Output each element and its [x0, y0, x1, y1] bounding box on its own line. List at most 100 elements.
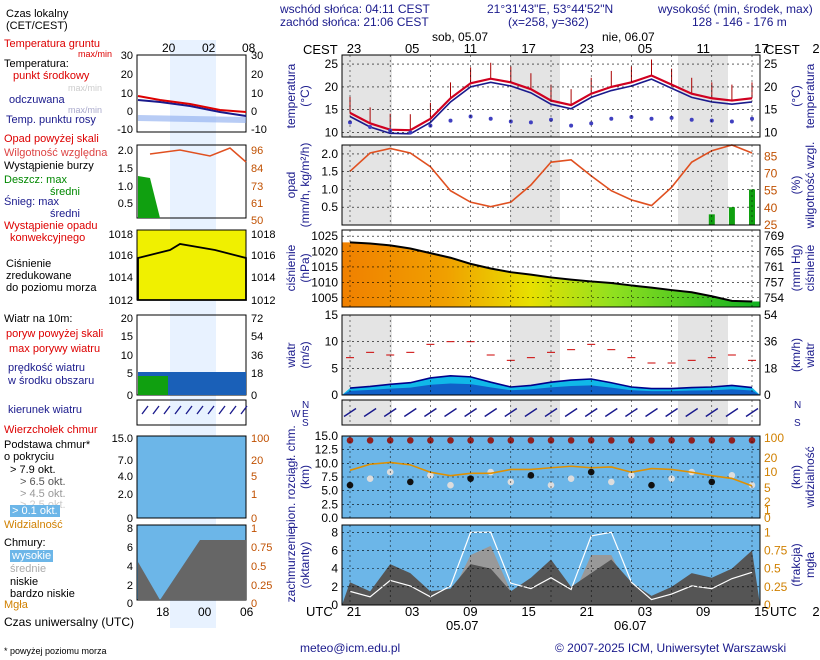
legend-tick-left: 1012: [109, 295, 133, 307]
legend-frame-dir: [136, 399, 247, 426]
legend-tick-left: 8: [127, 523, 133, 535]
legend-tick-right: -10: [251, 124, 267, 136]
cloud-top-dot: [648, 437, 655, 444]
bottom-hour-label: 21: [347, 604, 361, 619]
axis-wind-left: wiatr: [284, 342, 298, 368]
cloud-top-dot: [708, 437, 716, 444]
axis-wind-left-unit: (m/s): [298, 341, 312, 368]
axis-humidity-right: wilgotność wzgl.: [803, 142, 817, 230]
legend-tick-left: 15.0: [112, 433, 133, 445]
wind-direction-arrow: [604, 407, 618, 418]
top-hour-label: 23: [347, 41, 361, 56]
legend-utc-hour: 00: [198, 605, 212, 619]
dew-point-dot: [750, 116, 754, 121]
cloud-base-dot: [467, 475, 474, 482]
day2-label: nie, 06.07: [602, 30, 655, 44]
wind-tick-right: 54: [764, 308, 778, 322]
top-hour-label: 05: [638, 41, 652, 56]
cloud-base-dot: [407, 478, 414, 486]
dew-point-dot: [488, 116, 493, 121]
cloud-base-dot: [527, 472, 535, 479]
wind-tick-right: 0: [764, 388, 771, 402]
panel-frame-cloud: [341, 435, 761, 519]
dew-point-dot: [669, 115, 674, 120]
legend-fog: Mgła: [4, 599, 28, 611]
sunrise-text: wschód słońca: 04:11 CEST: [280, 2, 430, 16]
legend-wind-dir: kierunek wiatru: [8, 404, 82, 416]
legend-gust-max: max porywy wiatru: [9, 343, 101, 355]
legend-gust-above: poryw powyżej skali: [6, 328, 104, 340]
compass-s: S: [302, 418, 309, 429]
legend-okt65: > 6.5 okt.: [20, 476, 66, 488]
legend-storm: Wystąpienie burzy: [4, 160, 94, 172]
legend-tick-left: 1014: [109, 272, 133, 284]
email-link[interactable]: meteo@icm.edu.pl: [300, 641, 401, 655]
legend-mini-pressure: [137, 243, 247, 301]
cloud-base-dot: [346, 481, 354, 489]
axis-precip-left: opad: [284, 172, 298, 199]
legend-mini-wind-arrow: [174, 405, 182, 415]
legend-snow-mid: średni: [50, 208, 80, 220]
cloud-top-dot: [467, 437, 474, 444]
legend-pressure-fill: [137, 230, 246, 300]
legend-rain-mid: średni: [50, 186, 80, 198]
legend-tick-right: 10: [251, 88, 263, 100]
temp-tick-left: 15: [325, 103, 339, 117]
legend-mini-humidity: [149, 147, 247, 163]
night-stripe: [342, 315, 392, 395]
altitude-values: 128 - 146 - 176 m: [692, 15, 787, 29]
compass-s-right: S: [794, 418, 801, 429]
pressure-tick-left: 1015: [311, 260, 338, 274]
axis-cloud-left-unit: (km): [298, 465, 312, 489]
legend-tick-left: 15: [121, 331, 133, 343]
legend-frame-cloud: [136, 435, 247, 519]
pressure-area: [342, 242, 760, 307]
legend-rain: Deszcz: max: [4, 174, 67, 186]
wind-tick-left: 0: [331, 388, 338, 402]
bottom-hour-label: 03: [638, 604, 652, 619]
axis-temp-left: temperatura: [284, 63, 298, 128]
legend-tick-right: 84: [251, 163, 263, 175]
wind-direction-arrow: [645, 407, 658, 418]
cloud-base-dot: [728, 472, 736, 479]
wind-tick-right: 18: [764, 361, 778, 375]
legend-mini-wind-arrow: [207, 405, 215, 415]
cloud-top-dot: [487, 437, 495, 444]
axis-fog-right-unit: (frakcja): [789, 543, 803, 586]
night-stripe: [678, 400, 728, 425]
night-stripe: [678, 315, 728, 395]
visibility-tick-right: 10: [764, 465, 778, 479]
dew-point-dot: [589, 121, 594, 126]
axis-temp-left-unit: (°C): [298, 85, 312, 106]
cloud-top-dot: [748, 437, 756, 444]
axis-temp-right-unit: (°C): [789, 85, 803, 106]
dew-point-dot: [609, 116, 614, 121]
cloud-tick-left: 10.0: [315, 456, 339, 470]
axis-visibility-right: widzialność: [803, 446, 817, 508]
wind-direction-arrow: [705, 407, 719, 418]
wind-direction-arrow: [524, 407, 538, 418]
legend-tick-left: 10: [121, 350, 133, 362]
grid-text: (x=258, y=362): [508, 15, 589, 29]
legend-panels: 3020100-103020100-102.01.51.00.596847361…: [109, 40, 275, 628]
top-hour-label: 23: [580, 41, 594, 56]
utc-left: UTC: [306, 604, 333, 619]
wind-tick-right: 36: [764, 335, 778, 349]
cloud-top-dot: [386, 437, 394, 444]
visibility-tick-right: 1: [764, 503, 771, 517]
axis-humidity-right-unit: (%): [789, 176, 803, 195]
legend-local-time: Czas lokalny: [6, 8, 69, 20]
top-hour-label: 17: [521, 41, 535, 56]
legend-tick-right: 0.5: [251, 561, 266, 573]
legend-tick-right: 1: [251, 523, 257, 535]
legend-precip-above: Opad powyżej skali: [4, 133, 99, 145]
precip-tick-left: 2.0: [321, 147, 338, 161]
axis-temp-right: temperatura: [803, 63, 817, 128]
legend-tick-right: 1016: [251, 250, 275, 262]
axis-pressure-right: ciśnienie: [803, 244, 817, 291]
legend-humidity: Wilgotność względna: [4, 147, 108, 159]
wind-direction-arrow: [544, 407, 558, 418]
legend-convective: Wystąpienie opadu: [4, 220, 98, 232]
legend-cloud-top: Wierzchołek chmur: [4, 424, 98, 436]
fog-tick-right: 0: [764, 598, 771, 612]
